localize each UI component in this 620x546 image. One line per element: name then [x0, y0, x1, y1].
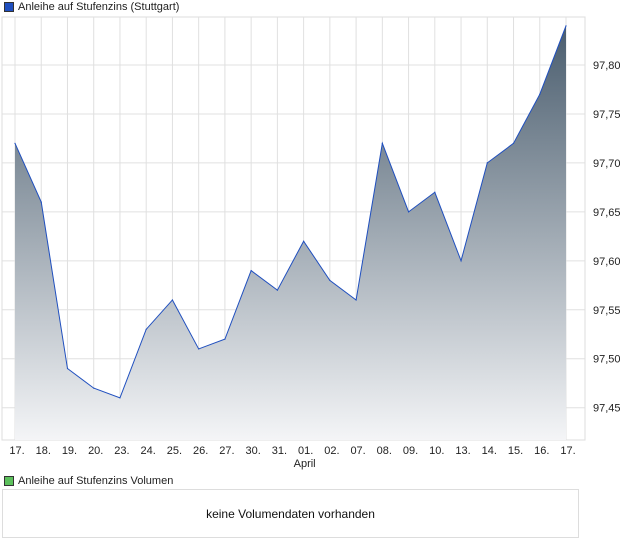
- x-tick-label: 17.: [560, 445, 575, 457]
- data-point: [119, 397, 121, 399]
- price-chart: 97,45 97,50 97,55 97,60 97,65 97,70 97,75 97,80…: [1, 16, 620, 470]
- volume-panel: keine Volumendaten vorhanden: [2, 489, 579, 538]
- x-tick-label: 23.: [114, 445, 129, 457]
- data-point: [329, 279, 331, 281]
- data-point: [407, 211, 410, 213]
- y-tick-label: 97,60: [593, 256, 620, 268]
- data-point: [434, 191, 436, 193]
- data-point: [303, 240, 305, 242]
- volume-legend-label: Anleihe auf Stufenzins Volumen: [18, 475, 174, 487]
- x-tick-label: 17.: [9, 445, 24, 457]
- y-tick-label: 97,45: [593, 403, 620, 415]
- x-tick-label: 07.: [350, 445, 365, 457]
- x-tick-label: 10.: [429, 445, 444, 457]
- data-point: [145, 328, 147, 330]
- y-tick-label: 97,50: [593, 354, 620, 366]
- price-legend-swatch: [4, 2, 14, 12]
- x-tick-label: 09.: [403, 445, 418, 457]
- price-legend: Anleihe auf Stufenzins (Stuttgart): [4, 1, 179, 13]
- data-point: [539, 93, 541, 95]
- x-tick-label: 27.: [219, 445, 234, 457]
- x-tick-label: 16.: [534, 445, 549, 457]
- y-tick-label: 97,65: [593, 207, 620, 219]
- x-tick-label: 14.: [482, 445, 497, 457]
- data-point: [512, 142, 515, 144]
- x-tick-label: 26.: [193, 445, 208, 457]
- x-tick-label: 24.: [141, 445, 156, 457]
- x-month-label: April: [294, 458, 316, 470]
- x-tick-label: 30.: [245, 445, 260, 457]
- data-point: [381, 142, 383, 144]
- price-area: [15, 25, 566, 440]
- x-tick-label: 20.: [88, 445, 103, 457]
- data-point: [565, 25, 567, 27]
- data-point: [66, 367, 69, 370]
- x-tick-label: 08.: [377, 445, 392, 457]
- data-point: [224, 338, 226, 340]
- data-point: [250, 270, 252, 272]
- data-point: [171, 299, 174, 301]
- y-tick-label: 97,55: [593, 305, 620, 317]
- x-tick-label: 18.: [36, 445, 51, 457]
- data-point: [355, 299, 357, 301]
- x-tick-label: 01.: [298, 445, 313, 457]
- volume-empty-message: keine Volumendaten vorhanden: [206, 506, 375, 521]
- y-tick-label: 97,75: [593, 109, 620, 121]
- x-tick-label: 13.: [455, 445, 470, 457]
- y-tick-label: 97,70: [593, 158, 620, 170]
- price-line: [14, 25, 567, 399]
- volume-legend: Anleihe auf Stufenzins Volumen: [4, 475, 173, 487]
- volume-legend-swatch: [4, 476, 14, 486]
- price-legend-label: Anleihe auf Stufenzins (Stuttgart): [18, 1, 180, 13]
- data-point: [14, 142, 16, 144]
- data-point: [276, 289, 278, 291]
- data-point: [40, 201, 42, 203]
- x-tick-label: 15.: [508, 445, 523, 457]
- x-tick-label: 25.: [167, 445, 182, 457]
- y-tick-label: 97,80: [593, 60, 620, 72]
- data-point: [486, 162, 488, 164]
- data-point: [93, 387, 95, 389]
- x-tick-label: 19.: [62, 445, 77, 457]
- x-tick-label: 02.: [324, 445, 339, 457]
- x-tick-label: 31.: [272, 445, 287, 457]
- data-point: [460, 260, 462, 262]
- data-point: [198, 348, 200, 350]
